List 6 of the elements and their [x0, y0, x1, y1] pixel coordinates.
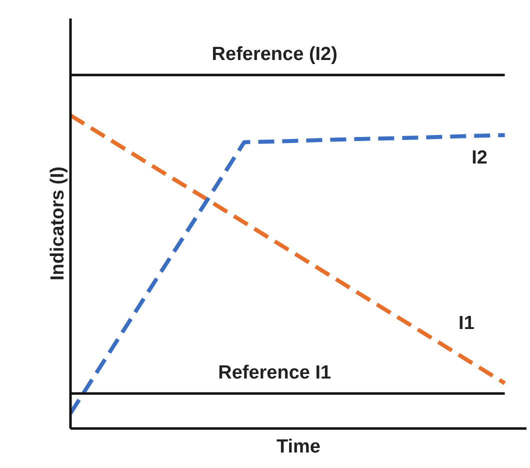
y-axis-title: Indicators (I) [48, 166, 68, 281]
series-label: Reference (I2) [212, 44, 338, 65]
series-label: I1 [458, 313, 475, 334]
series-label: I2 [472, 147, 488, 168]
series-label: Reference I1 [218, 362, 332, 384]
x-axis-title: Time [276, 436, 321, 458]
